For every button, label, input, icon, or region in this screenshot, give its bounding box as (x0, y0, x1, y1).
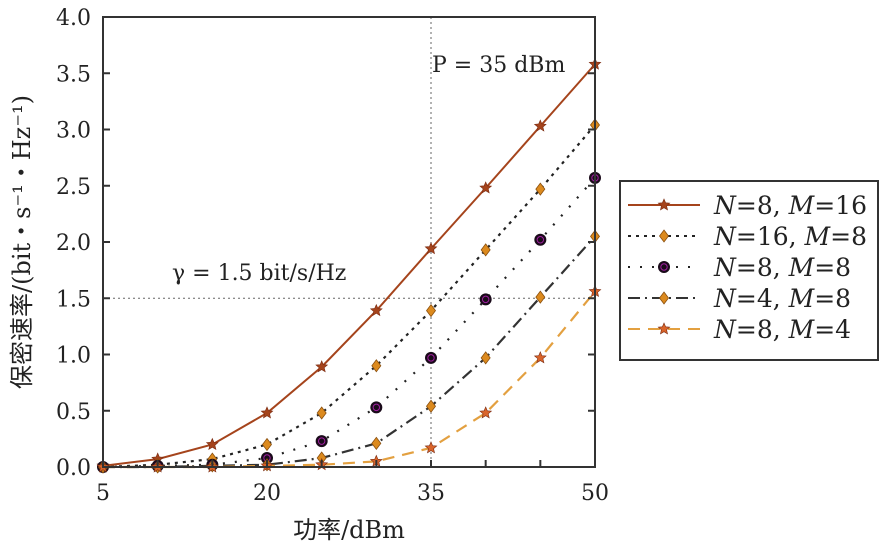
x-tick-label: 35 (417, 481, 445, 506)
star-marker (205, 437, 219, 451)
legend-label: N=8, M=8 (713, 253, 851, 282)
annotation-gamma: γ = 1.5 bit/s/Hz (172, 261, 346, 286)
circle-marker (479, 293, 492, 306)
diamond-marker (262, 437, 272, 452)
diamond-marker (659, 291, 669, 305)
legend-item: N=8, M=8 (628, 253, 851, 282)
star-marker (369, 303, 383, 317)
diamond-marker (535, 182, 546, 196)
circle-marker (261, 452, 273, 464)
star-marker (533, 119, 547, 132)
circle-marker (425, 351, 437, 364)
y-tick-label: 3.5 (56, 62, 91, 87)
circle-marker-ring (427, 354, 435, 362)
y-axis-label: 保密速率/(bit・s⁻¹・Hz⁻¹) (8, 95, 36, 389)
star-marker (424, 242, 438, 255)
star-marker (479, 181, 493, 194)
diamond-marker (426, 399, 436, 413)
legend-item: N=16, M=8 (628, 222, 867, 251)
y-tick-label: 2.5 (56, 175, 91, 200)
circle-marker (534, 233, 547, 246)
legend: N=8, M=16N=16, M=8N=8, M=8N=4, M=8N=8, M… (619, 180, 879, 361)
legend-label: N=16, M=8 (713, 222, 867, 251)
circle-marker-ring (481, 295, 490, 304)
series-line (102, 124, 596, 469)
legend-item: N=4, M=8 (628, 284, 851, 313)
diamond-marker (659, 229, 669, 243)
circle-marker-ring (372, 403, 381, 412)
series-line (102, 177, 596, 469)
star-marker (315, 360, 329, 373)
diamond-marker (316, 406, 327, 420)
series-n-8-m-8 (97, 171, 601, 473)
star-marker (424, 441, 438, 454)
diamond-marker (535, 290, 546, 304)
diamond-marker (480, 351, 491, 365)
diamond-marker (371, 359, 382, 373)
star-marker (260, 406, 274, 419)
y-tick-label: 1.0 (56, 344, 91, 369)
legend-item: N=8, M=16 (628, 191, 867, 220)
y-tick-label: 0.0 (56, 456, 91, 481)
diamond-marker (371, 436, 382, 451)
y-tick-label: 3.0 (56, 119, 91, 144)
circle-marker (315, 435, 328, 448)
y-tick-label: 4.0 (56, 6, 91, 31)
legend-item: N=8, M=4 (628, 315, 851, 344)
circle-marker-ring (660, 263, 668, 271)
star-marker (657, 322, 671, 335)
circle-marker (658, 261, 670, 273)
star-marker (657, 198, 671, 211)
series-line (102, 63, 596, 467)
star-marker (479, 406, 493, 419)
y-tick-label: 0.5 (56, 400, 91, 425)
annotation-power: P = 35 dBm (432, 53, 565, 78)
x-axis-label: 功率/dBm (293, 516, 405, 544)
diamond-marker (426, 303, 436, 318)
legend-label: N=4, M=8 (713, 284, 851, 313)
diamond-marker (480, 243, 491, 257)
y-tick-label: 2.0 (56, 231, 91, 256)
series-n-16-m-8 (98, 118, 600, 474)
legend-label: N=8, M=16 (713, 191, 867, 220)
x-tick-label: 5 (96, 481, 110, 506)
legend-label: N=8, M=4 (713, 315, 851, 344)
x-tick-label: 20 (253, 481, 281, 506)
star-marker (533, 351, 547, 364)
circle-marker (370, 401, 383, 414)
series-line (103, 290, 596, 469)
plot-frame (102, 16, 596, 468)
circle-marker-ring (536, 236, 545, 244)
x-tick-label: 50 (581, 481, 609, 506)
y-tick-label: 1.5 (56, 287, 91, 312)
circle-marker-ring (317, 437, 326, 445)
